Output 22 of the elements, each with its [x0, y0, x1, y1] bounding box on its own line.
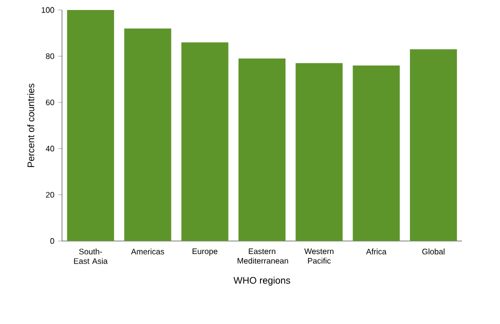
x-tick-label: Africa [366, 248, 387, 254]
y-tick-label: 100 [42, 7, 54, 13]
bar [296, 63, 343, 241]
y-tick-label: 0 [50, 238, 54, 244]
bar [67, 10, 114, 241]
bar [410, 49, 457, 241]
x-axis-title: WHO regions [234, 276, 290, 286]
y-tick-label: 40 [46, 146, 54, 152]
x-tick-label: South-East Asia [74, 248, 108, 264]
x-tick-label: Eastern Mediterranean [238, 248, 288, 264]
x-tick-label: Global [422, 248, 444, 254]
bar [124, 28, 172, 241]
x-tick-label: Europe [192, 248, 218, 256]
bar [238, 58, 286, 241]
x-tick-label: Western Pacific [304, 248, 334, 264]
x-tick-label: Americas [131, 248, 164, 254]
bar [352, 65, 400, 241]
y-axis-title: Percent of countries [27, 84, 34, 167]
bar [181, 42, 228, 241]
y-tick-label: 60 [46, 100, 54, 106]
y-tick-label: 80 [46, 53, 54, 60]
y-tick-label: 20 [46, 192, 54, 198]
